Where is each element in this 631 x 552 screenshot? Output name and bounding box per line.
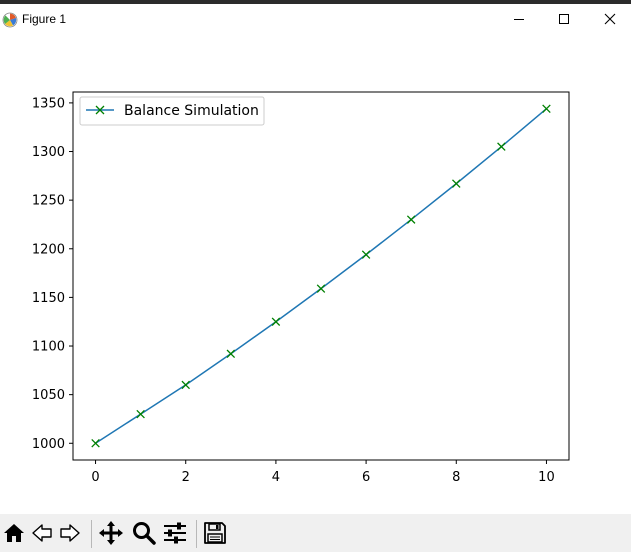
window-title: Figure 1 — [22, 12, 67, 26]
save-button[interactable] — [201, 519, 229, 547]
data-point-marker — [136, 409, 145, 419]
pan-button[interactable] — [97, 519, 125, 547]
x-axis: 0 2 4 6 8 10 — [91, 460, 555, 485]
forward-arrow-icon — [60, 524, 80, 542]
save-icon — [204, 522, 226, 544]
maximize-button[interactable] — [541, 4, 587, 33]
data-point-marker — [497, 142, 506, 151]
y-tick-label: 1050 — [32, 388, 65, 403]
y-tick-label: 1100 — [32, 340, 65, 355]
close-icon — [604, 13, 616, 24]
legend: Balance Simulation — [79, 96, 265, 126]
x-tick-label: 6 — [362, 470, 370, 485]
data-point-marker — [91, 439, 100, 448]
minimize-icon — [514, 18, 524, 20]
forward-button[interactable] — [56, 519, 84, 547]
maximize-icon — [559, 13, 569, 24]
y-tick-label: 1150 — [32, 291, 65, 306]
legend-marker-sample — [95, 105, 105, 115]
move-icon — [99, 521, 123, 545]
y-tick-label: 1200 — [32, 242, 65, 257]
y-tick-label: 1250 — [32, 194, 65, 209]
axes-frame — [72, 91, 570, 461]
sliders-icon — [164, 522, 186, 544]
data-point-marker — [452, 179, 461, 188]
toolbar-separator — [196, 520, 197, 548]
line-chart: 1000 1050 1100 1150 1200 1250 1300 1350 0 2 4 6 8 10… — [32, 91, 570, 485]
home-button[interactable] — [0, 519, 28, 547]
navigation-toolbar — [0, 514, 631, 552]
configure-subplots-button[interactable] — [161, 519, 189, 547]
data-point-marker — [181, 380, 190, 390]
x-tick-label: 2 — [182, 470, 190, 485]
data-point-marker — [542, 104, 551, 113]
data-point-marker — [316, 284, 326, 293]
window-top-border — [0, 0, 631, 4]
legend-box — [79, 96, 265, 126]
x-tick-label: 10 — [538, 470, 555, 485]
y-tick-label: 1300 — [32, 145, 65, 160]
x-tick-label: 0 — [91, 470, 99, 485]
home-icon — [4, 524, 24, 542]
magnifier-icon — [133, 522, 156, 545]
back-arrow-icon — [32, 524, 52, 542]
data-point-marker — [271, 317, 281, 326]
close-button[interactable] — [587, 4, 631, 33]
title-bar: Figure 1 — [0, 4, 631, 33]
x-tick-label: 4 — [272, 470, 280, 485]
data-point-marker — [361, 250, 371, 259]
minimize-button[interactable] — [496, 4, 542, 33]
legend-label: Balance Simulation — [124, 103, 259, 119]
y-axis: 1000 1050 1100 1150 1200 1250 1300 1350 — [32, 96, 73, 452]
matplotlib-figure-icon — [2, 12, 18, 28]
y-tick-label: 1350 — [32, 96, 65, 111]
y-tick-label: 1000 — [32, 437, 65, 452]
data-point-marker — [226, 349, 236, 359]
zoom-button[interactable] — [130, 519, 158, 547]
figure-canvas[interactable]: 1000 1050 1100 1150 1200 1250 1300 1350 0 2 4 6 8 10… — [0, 33, 631, 514]
series-markers — [91, 104, 551, 448]
x-tick-label: 8 — [452, 470, 460, 485]
toolbar-separator — [91, 520, 92, 548]
back-button[interactable] — [28, 519, 56, 547]
data-point-marker — [406, 215, 416, 224]
